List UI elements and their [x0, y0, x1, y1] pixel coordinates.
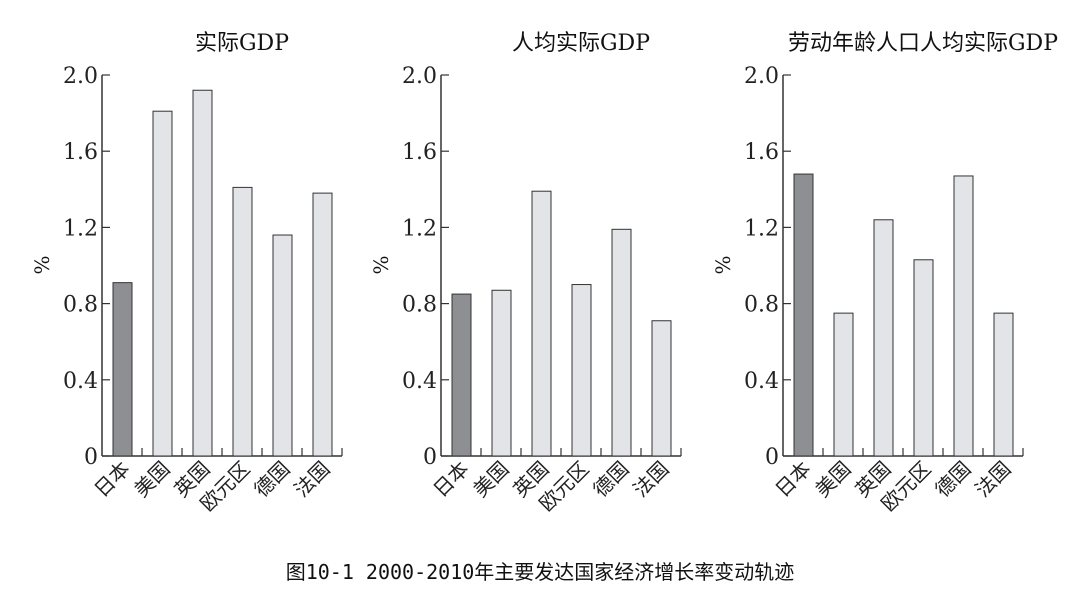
bar-德国 — [953, 175, 974, 457]
bar-英国 — [531, 190, 552, 457]
bar-英国 — [192, 89, 213, 457]
chart-title: 人均实际GDP — [512, 31, 650, 56]
bar-欧元区 — [232, 186, 253, 457]
y-tick-label: 2.0 — [63, 64, 98, 89]
bar-欧元区 — [913, 259, 934, 457]
x-tick-label: 法国 — [289, 457, 334, 502]
x-tick-label: 德国 — [588, 457, 633, 502]
x-tick-label: 美国 — [810, 457, 855, 502]
bar-日本 — [793, 173, 814, 457]
bar-美国 — [491, 289, 512, 457]
y-tick-label: 1.2 — [402, 216, 437, 241]
y-axis-label: % — [369, 255, 393, 274]
bar-日本 — [451, 293, 472, 457]
y-tick-label: 1.6 — [63, 140, 98, 165]
y-tick-label: 0.4 — [402, 369, 437, 394]
bar-欧元区 — [571, 284, 592, 457]
y-tick-label: 1.6 — [402, 140, 437, 165]
y-tick-label: 1.6 — [744, 140, 779, 165]
y-axis-label: % — [30, 255, 54, 274]
y-tick-label: 2.0 — [402, 64, 437, 89]
y-tick-label: 0.8 — [744, 293, 779, 318]
x-tick-label: 美国 — [468, 457, 513, 502]
y-tick-label: 0 — [84, 445, 98, 470]
x-tick-label: 美国 — [129, 457, 174, 502]
chart-title: 实际GDP — [195, 31, 289, 56]
bar-法国 — [312, 192, 333, 457]
y-tick-label: 0.4 — [63, 369, 98, 394]
x-tick-label: 法国 — [628, 457, 673, 502]
bar-法国 — [651, 320, 672, 457]
chart-figure: 实际GDP%00.40.81.21.62.0日本美国英国欧元区德国法国人均实际G… — [30, 31, 1058, 516]
y-tick-label: 1.2 — [63, 216, 98, 241]
y-tick-label: 0.4 — [744, 369, 779, 394]
x-tick-label: 德国 — [930, 457, 975, 502]
bar-美国 — [152, 110, 173, 457]
y-tick-label: 1.2 — [744, 216, 779, 241]
y-tick-label: 0.8 — [63, 293, 98, 318]
y-tick-label: 0 — [423, 445, 437, 470]
y-tick-label: 0.8 — [402, 293, 437, 318]
y-axis-label: % — [711, 255, 735, 274]
x-tick-label: 德国 — [249, 457, 294, 502]
y-tick-label: 0 — [765, 445, 779, 470]
bar-法国 — [993, 312, 1014, 457]
bar-美国 — [833, 312, 854, 457]
bar-英国 — [873, 219, 894, 457]
bar-日本 — [112, 282, 133, 457]
x-tick-label: 法国 — [970, 457, 1015, 502]
bar-德国 — [611, 228, 632, 457]
bar-德国 — [272, 234, 293, 457]
figure-caption: 图10-1 2000-2010年主要发达国家经济增长率变动轨迹 — [285, 560, 795, 584]
chart-title: 劳动年龄人口人均实际GDP — [788, 31, 1058, 56]
y-tick-label: 2.0 — [744, 64, 779, 89]
